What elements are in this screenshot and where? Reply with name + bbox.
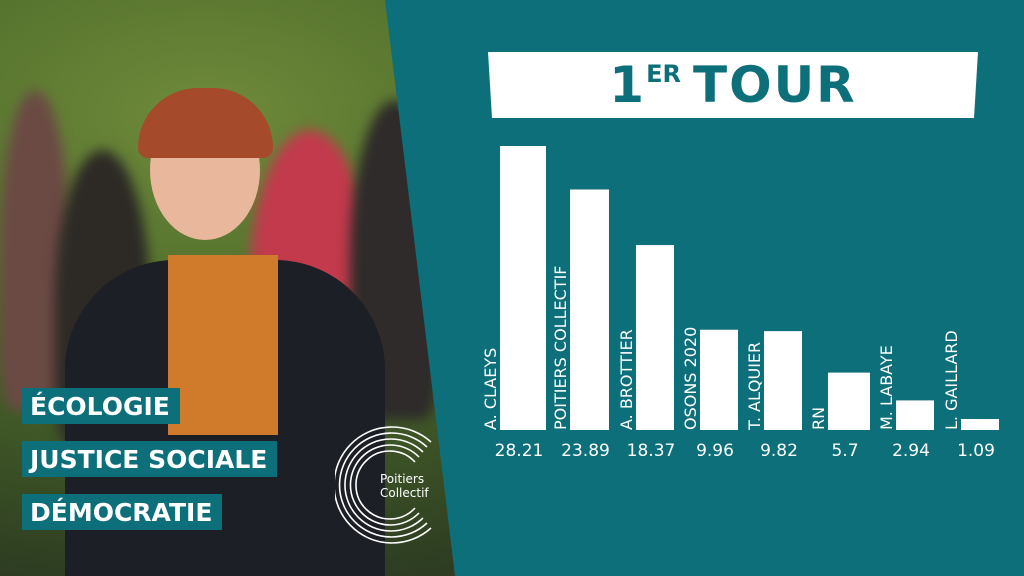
category-label-5: T. ALQUIER <box>745 342 764 431</box>
poitiers-collectif-logo-icon <box>335 426 432 544</box>
portrait-blouse <box>168 255 278 435</box>
tagline-democratie: DÉMOCRATIE <box>22 494 223 530</box>
logo-text-poitiers: Poitiers <box>380 472 425 486</box>
bar-7 <box>896 400 934 430</box>
value-label-8: 1.09 <box>957 441 995 461</box>
tagline-ecologie: ÉCOLOGIE <box>22 388 180 424</box>
category-label-7: M. LABAYE <box>877 345 896 430</box>
tagline-justice-sociale: JUSTICE SOCIALE <box>22 441 278 477</box>
category-label-3: A. BROTTIER <box>617 329 636 430</box>
chart-title: 1 ER TOUR <box>488 52 978 118</box>
category-label-2: POITIERS COLLECTIF <box>551 266 570 431</box>
title-banner-shape <box>488 52 978 118</box>
category-label-6: RN <box>809 407 828 430</box>
logo-text-collectif: Collectif <box>380 486 429 500</box>
bar-8 <box>961 419 999 430</box>
value-label-5: 9.82 <box>760 441 798 461</box>
value-label-1: 28.21 <box>495 441 544 461</box>
value-label-3: 18.37 <box>627 441 676 461</box>
bar-4 <box>700 329 738 430</box>
category-label-1: A. CLAEYS <box>481 348 500 430</box>
title-superscript: ER <box>646 60 681 88</box>
value-label-6: 5.7 <box>831 441 858 461</box>
value-label-7: 2.94 <box>892 441 930 461</box>
category-label-4: OSONS 2020 <box>681 327 700 430</box>
category-label-8: L. GAILLARD <box>942 330 961 430</box>
title-number: 1 <box>609 56 645 114</box>
teal-panel <box>385 0 1024 576</box>
bar-6 <box>828 372 870 430</box>
bar-1 <box>500 146 546 430</box>
title-word: TOUR <box>692 56 857 114</box>
bar-3 <box>636 245 674 430</box>
bar-5 <box>764 331 802 430</box>
value-label-2: 23.89 <box>561 441 610 461</box>
title-banner: 1 ER TOUR <box>488 52 978 118</box>
value-label-4: 9.96 <box>696 441 734 461</box>
bar-2 <box>570 189 609 430</box>
